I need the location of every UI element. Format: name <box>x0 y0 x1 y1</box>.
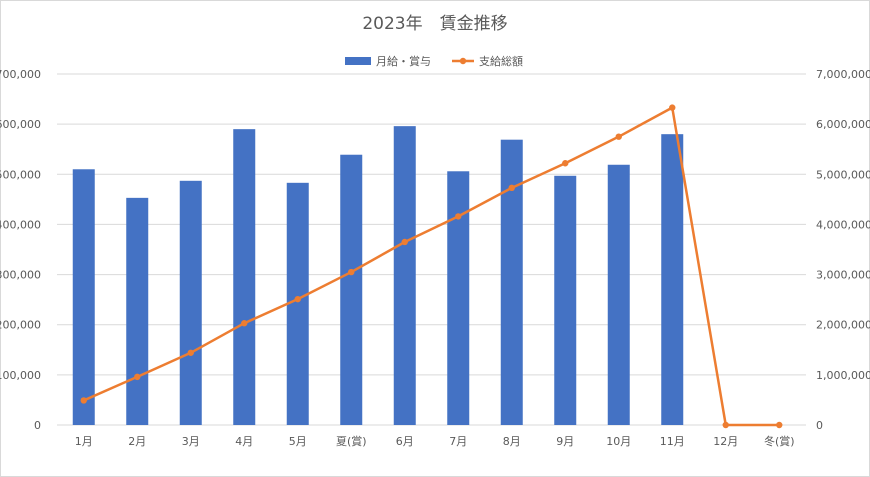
bar <box>661 134 684 425</box>
line-point <box>80 397 87 404</box>
x-tick-label: 12月 <box>713 435 738 448</box>
bar <box>607 164 630 425</box>
legend-swatch-bar <box>345 57 371 65</box>
line-point <box>401 238 408 246</box>
y-right-tick-label: 1,000,000 <box>816 369 870 382</box>
line-series <box>80 104 783 429</box>
x-tick-label: 5月 <box>289 435 307 448</box>
x-tick-label: 冬(賞) <box>764 434 795 448</box>
y-left-tick-label: 500,000 <box>0 168 41 181</box>
bar <box>340 154 363 426</box>
line-point <box>187 349 194 356</box>
y-right-tick-label: 3,000,000 <box>816 269 870 282</box>
line-point <box>722 421 729 429</box>
x-tick-label: 9月 <box>556 435 574 448</box>
bar <box>126 197 149 425</box>
line-point <box>134 373 141 381</box>
y-left-tick-label: 300,000 <box>0 269 41 282</box>
chart-title: 2023年 賃金推移 <box>362 14 507 34</box>
y-right-tick-label: 7,000,000 <box>816 68 870 81</box>
x-tick-label: 3月 <box>182 435 200 448</box>
legend-label: 支給総額 <box>479 54 523 68</box>
y-right-tick-label: 5,000,000 <box>816 168 870 181</box>
bar <box>286 182 309 425</box>
y-axis-left: 0 100,000 200,000 300,000 400,000 500,000 600,… <box>0 68 41 432</box>
y-right-tick-label: 4,000,000 <box>816 218 870 231</box>
y-right-tick-label: 0 <box>816 419 823 432</box>
line-point <box>615 133 622 140</box>
y-left-tick-label: 600,000 <box>0 118 41 131</box>
bar <box>393 126 416 426</box>
x-tick-label: 11月 <box>660 435 685 448</box>
y-left-tick-label: 700,000 <box>0 68 41 81</box>
y-left-tick-label: 200,000 <box>0 319 41 332</box>
line-point <box>776 421 783 429</box>
x-tick-label: 4月 <box>235 435 253 448</box>
x-tick-label: 2月 <box>128 435 146 448</box>
legend-label: 月給・賞与 <box>376 54 431 68</box>
bar <box>72 169 95 425</box>
x-tick-label: 1月 <box>75 435 93 448</box>
legend-swatch-marker <box>459 57 467 65</box>
y-axis-right: 0 1,000,000 2,000,000 3,000,000 4,000,000 5,0… <box>816 68 870 432</box>
line-point <box>294 295 301 303</box>
x-tick-label: 8月 <box>503 435 521 448</box>
bar <box>233 129 256 425</box>
y-right-tick-label: 6,000,000 <box>816 118 870 131</box>
line-point <box>508 184 515 192</box>
bar-series <box>72 126 684 426</box>
bar <box>500 139 523 426</box>
y-left-tick-label: 0 <box>34 419 41 432</box>
x-tick-label: 6月 <box>396 435 414 448</box>
y-right-tick-label: 2,000,000 <box>816 319 870 332</box>
line-point <box>241 320 248 327</box>
line-point <box>455 213 462 220</box>
y-left-tick-label: 100,000 <box>0 369 41 382</box>
y-left-tick-label: 400,000 <box>0 218 41 231</box>
x-axis: 1月 2月 3月 4月 5月 夏(賞) 6月 7月 8月 9月 10月 11月 12月 冬(賞) <box>75 434 795 448</box>
x-tick-label: 夏(賞) <box>336 435 367 448</box>
line-point <box>669 104 676 111</box>
line-path <box>83 106 780 427</box>
bar <box>554 175 577 425</box>
line-point <box>562 160 569 167</box>
bar <box>447 171 470 425</box>
line-point <box>348 268 355 276</box>
legend: 月給・賞与 支給総額 <box>345 54 523 68</box>
x-tick-label: 10月 <box>606 435 631 448</box>
x-tick-label: 7月 <box>449 435 467 448</box>
bar <box>179 180 202 425</box>
